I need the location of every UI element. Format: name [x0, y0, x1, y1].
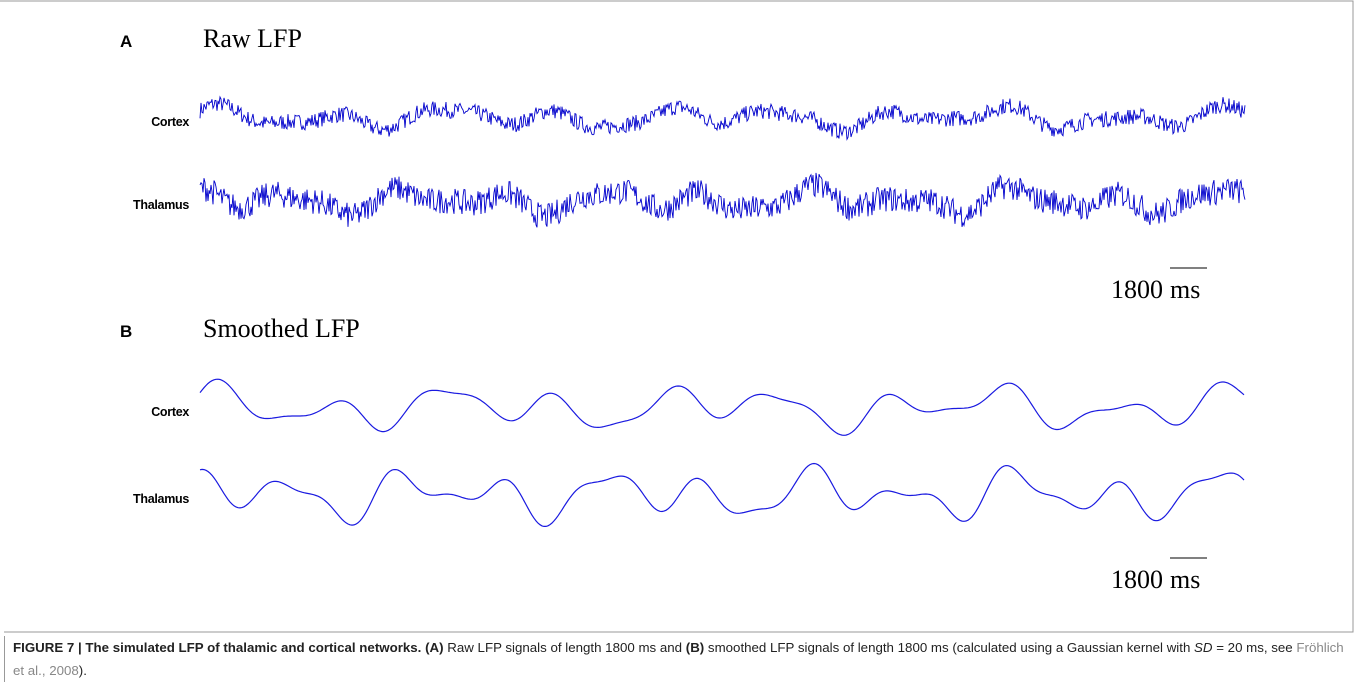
signal-trace: [199, 95, 1246, 141]
caption-text: Raw LFP signals of length 1800 ms and: [443, 640, 686, 655]
row-label: Thalamus: [133, 492, 189, 506]
caption-title: FIGURE 7 | The simulated LFP of thalamic…: [13, 640, 422, 655]
signal-trace: [199, 172, 1246, 228]
scale-value: 1800: [1111, 275, 1163, 304]
row-label: Thalamus: [133, 198, 189, 212]
caption-text: = 20 ms, see: [1212, 640, 1297, 655]
figure-border: [0, 0, 1354, 633]
row-label: Cortex: [151, 115, 189, 129]
caption-reference[interactable]: Fröhlich et al., 2008: [13, 640, 1344, 678]
caption-part: (B): [685, 640, 705, 655]
caption: FIGURE 7 | The simulated LFP of thalamic…: [4, 636, 1353, 682]
panel-label: A: [120, 32, 132, 51]
signal-trace: [199, 462, 1245, 527]
caption-symbol: SD: [1194, 640, 1213, 655]
caption-part: (A): [425, 640, 444, 655]
caption-text: ).: [78, 663, 87, 678]
row-label: Cortex: [151, 405, 189, 419]
signal-trace: [199, 378, 1245, 436]
scale-unit: ms: [1170, 565, 1200, 594]
scale-value: 1800: [1111, 565, 1163, 594]
panel-title: Smoothed LFP: [203, 314, 360, 343]
panel-label: B: [120, 322, 132, 341]
panel-title: Raw LFP: [203, 24, 302, 53]
caption-text: smoothed LFP signals of length 1800 ms (…: [704, 640, 1195, 655]
scale-unit: ms: [1170, 275, 1200, 304]
